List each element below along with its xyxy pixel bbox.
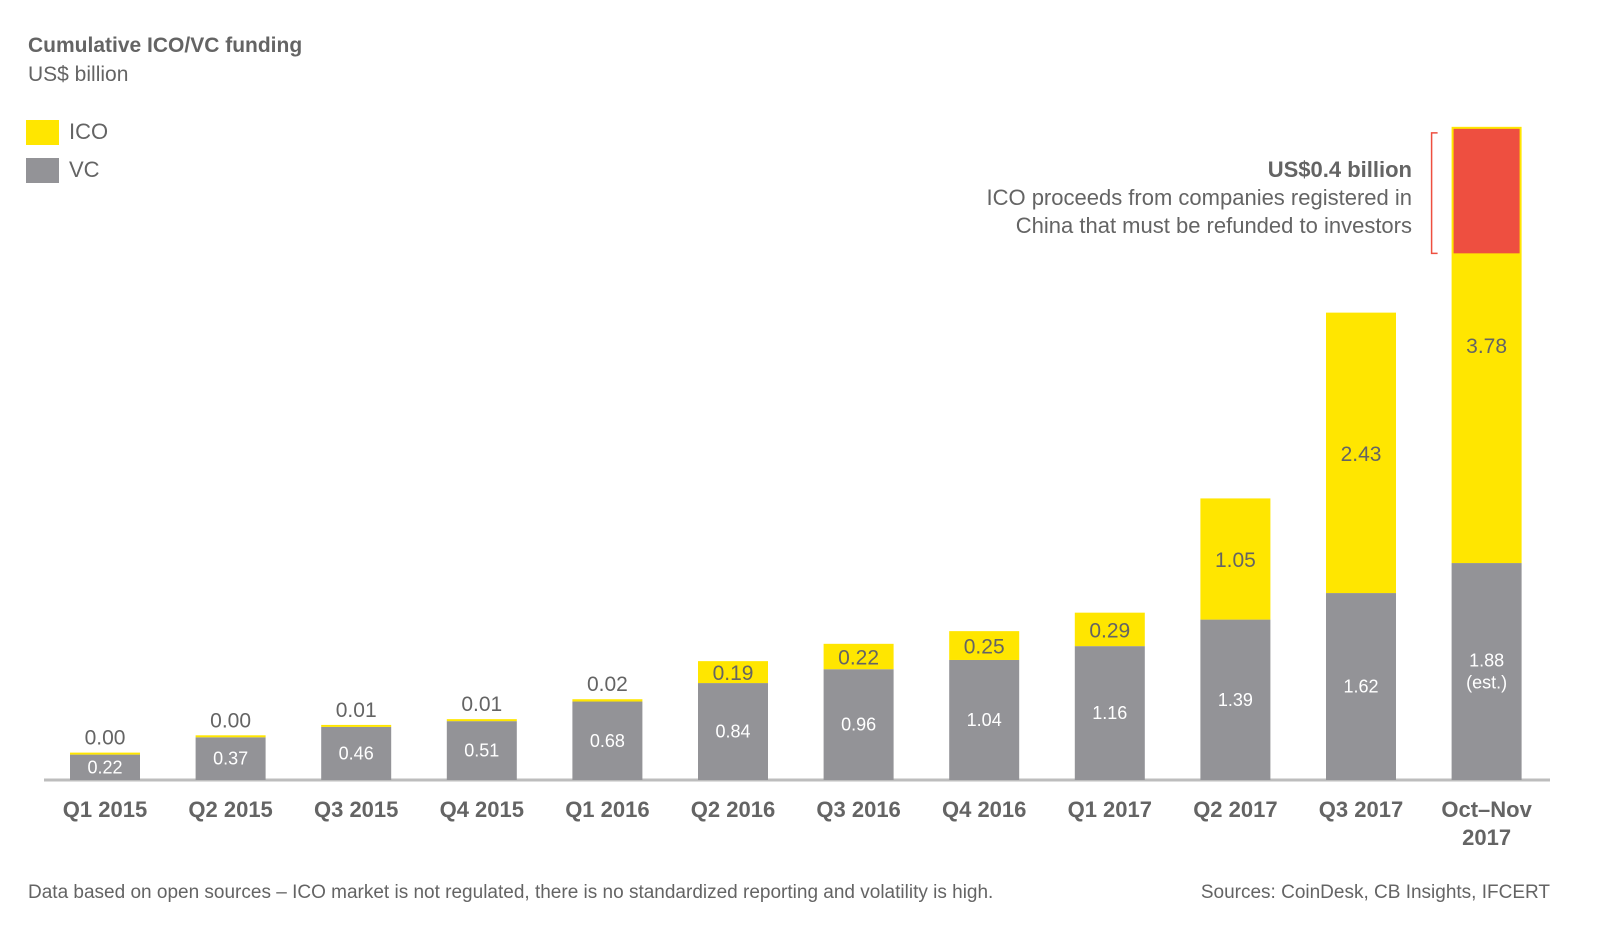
annotation-line-2: China that must be refunded to investors xyxy=(1015,213,1412,238)
bar-vc xyxy=(1200,619,1271,780)
legend-swatch-vc xyxy=(26,157,59,183)
bar-ico xyxy=(446,719,517,722)
bar-vc xyxy=(823,669,894,780)
legend-ico: ICO xyxy=(26,119,108,145)
label-ico: 1.05 xyxy=(1215,549,1256,572)
legend-swatch-ico xyxy=(26,119,59,145)
bar-ico xyxy=(698,661,768,684)
x-tick-label: Q4 2016 xyxy=(942,797,1026,822)
bar-vc xyxy=(195,737,266,780)
bar-vc xyxy=(1451,563,1522,780)
annotation-line-1: ICO proceeds from companies registered i… xyxy=(986,185,1412,210)
label-ico: 0.25 xyxy=(964,636,1005,659)
x-tick-label: Q2 2015 xyxy=(188,797,272,822)
label-vc: 0.37 xyxy=(213,749,248,769)
x-tick-label: Q1 2016 xyxy=(565,797,649,822)
bar-vc xyxy=(1326,593,1396,780)
label-ico: 2.43 xyxy=(1341,443,1382,466)
bar-ico xyxy=(1074,612,1145,647)
bar-ico xyxy=(572,699,643,702)
bar-ico xyxy=(823,643,894,670)
annotation-bracket xyxy=(1430,132,1438,255)
x-tick-label: Oct–Nov 2017 xyxy=(1441,797,1532,850)
label-ico: 0.00 xyxy=(85,727,126,750)
legend-vc: VC xyxy=(26,157,100,183)
label-vc: 0.84 xyxy=(715,722,750,742)
bar-vc xyxy=(321,726,392,780)
x-tick-label: Q3 2015 xyxy=(314,797,398,822)
bar-ico xyxy=(321,724,392,727)
x-tick-label: Q4 2015 xyxy=(440,797,524,822)
label-ico: 3.78 xyxy=(1466,335,1507,358)
bar-vc xyxy=(949,659,1020,780)
label-ico: 0.01 xyxy=(336,699,377,722)
annotation-title: US$0.4 billion xyxy=(1267,157,1412,182)
label-vc: 1.39 xyxy=(1218,690,1253,710)
label-ico: 0.29 xyxy=(1089,619,1130,642)
chart-title: Cumulative ICO/VC funding xyxy=(28,34,303,57)
label-ico: 0.02 xyxy=(587,673,628,696)
footer-note: Data based on open sources – ICO market … xyxy=(28,882,994,903)
bar-ico xyxy=(1200,498,1271,620)
bar-vc xyxy=(1074,646,1145,780)
label-vc: 1.04 xyxy=(967,710,1002,730)
x-tick-label: Q1 2015 xyxy=(63,797,147,822)
x-tick-label: Q3 2016 xyxy=(816,797,900,822)
label-vc: 1.62 xyxy=(1343,677,1378,697)
legend-label-vc: VC xyxy=(69,157,100,182)
label-vc: 0.51 xyxy=(464,741,499,761)
bar-ico xyxy=(70,752,140,755)
label-vc: 0.68 xyxy=(590,731,625,751)
bar-ico xyxy=(1326,312,1396,594)
label-vc: 1.16 xyxy=(1092,703,1127,723)
label-ico: 0.01 xyxy=(461,693,502,716)
bar-vc xyxy=(70,754,140,780)
label-vc: 0.22 xyxy=(87,757,122,777)
label-ico: 0.19 xyxy=(713,662,754,685)
label-ico: 0.00 xyxy=(210,709,251,732)
highlight-annotation: US$0.4 billion ICO proceeds from compani… xyxy=(986,156,1412,240)
x-tick-label: Q2 2016 xyxy=(691,797,775,822)
label-vc: 1.88 (est.) xyxy=(1466,651,1507,693)
label-ico: 0.22 xyxy=(838,647,879,670)
bar-ico xyxy=(949,631,1020,660)
x-tick-label: Q2 2017 xyxy=(1193,797,1277,822)
x-tick-label: Q3 2017 xyxy=(1319,797,1403,822)
label-vc: 0.96 xyxy=(841,715,876,735)
footer-sources: Sources: CoinDesk, CB Insights, IFCERT xyxy=(1200,882,1550,903)
chart-subtitle: US$ billion xyxy=(28,63,129,86)
label-vc: 0.46 xyxy=(339,743,374,763)
bar-ico xyxy=(195,735,266,738)
bar-vc xyxy=(698,683,768,780)
bar-refund-highlight xyxy=(1453,128,1520,254)
legend-label-ico: ICO xyxy=(69,119,109,144)
bar-vc xyxy=(446,721,517,780)
x-tick-label: Q1 2017 xyxy=(1068,797,1152,822)
bar-vc xyxy=(572,701,643,780)
